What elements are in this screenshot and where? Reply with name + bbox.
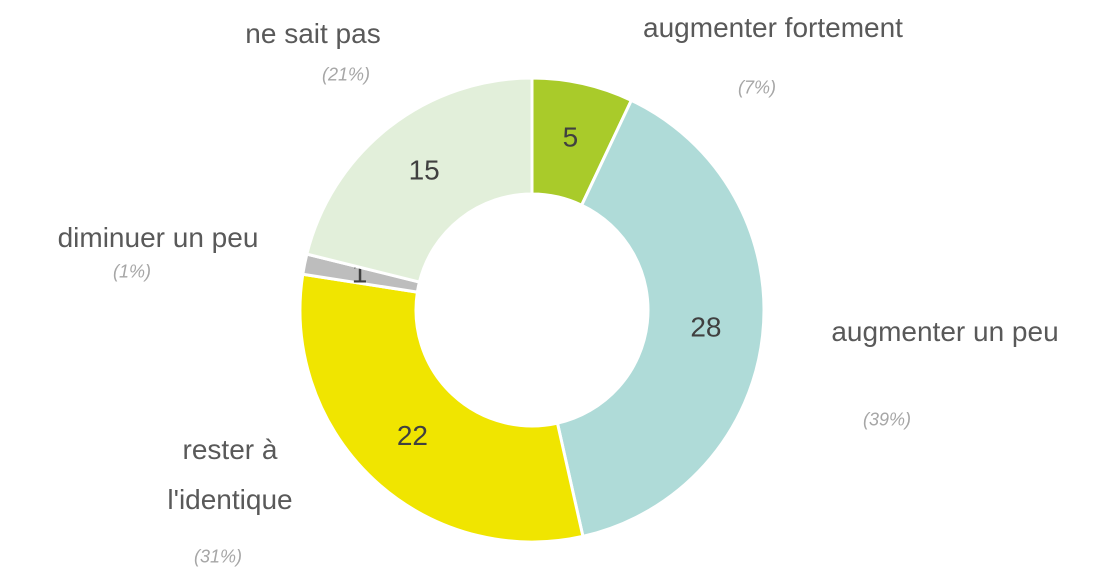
percent-label: (1%) [112, 261, 152, 282]
percent-label: (7%) [737, 77, 777, 98]
data-label: 28 [690, 312, 721, 343]
category-label: rester à l'identique [167, 434, 293, 515]
category-label: diminuer un peu [57, 222, 259, 253]
data-label: 22 [397, 420, 428, 451]
donut-slice [555, 98, 766, 539]
percent-label: (31%) [193, 546, 243, 567]
donut-slice [298, 272, 585, 544]
category-label: augmenter un peu [831, 316, 1059, 347]
data-label: 15 [409, 155, 440, 186]
percent-label: (21%) [321, 64, 371, 85]
category-label: ne sait pas [245, 18, 381, 49]
category-label: augmenter fortement [643, 12, 903, 43]
donut-slice [305, 76, 534, 284]
data-label: 5 [563, 122, 579, 153]
percent-label: (39%) [862, 409, 912, 430]
